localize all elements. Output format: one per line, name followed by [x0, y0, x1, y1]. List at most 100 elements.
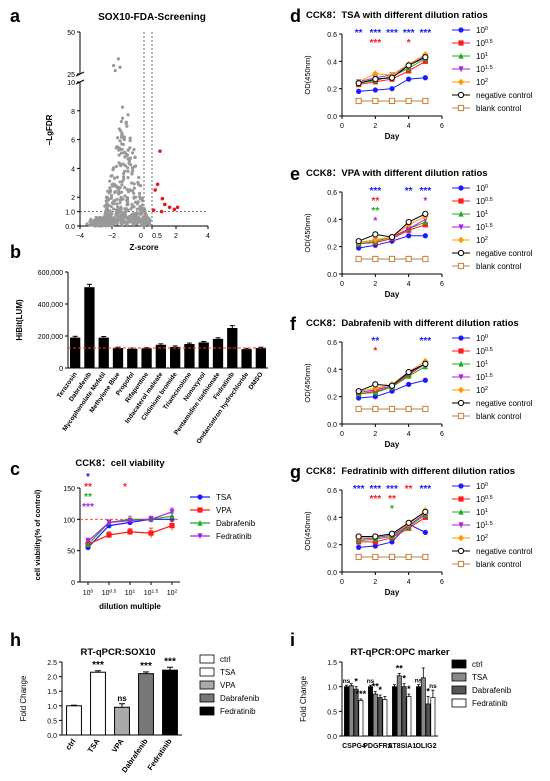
- y-tick-label: 0.4: [327, 59, 337, 66]
- y-tick-label: 1.0: [327, 685, 337, 692]
- legend-label: 101: [476, 508, 488, 517]
- y-tick-label: 0.6: [327, 488, 337, 495]
- data-point: [355, 405, 362, 413]
- data-point: [113, 199, 117, 203]
- legend-label: negative control: [476, 547, 533, 556]
- data-point: [123, 164, 128, 168]
- highlight-point: [155, 182, 160, 187]
- data-point: [147, 220, 151, 224]
- data-point: [388, 255, 396, 263]
- legend-label: 102: [476, 78, 488, 87]
- bar: [162, 669, 178, 736]
- data-point: [422, 405, 429, 413]
- x-tick-label: 0: [340, 281, 344, 288]
- data-point: [388, 405, 396, 413]
- y-tick-label: 10: [67, 80, 75, 87]
- legend-label: 100: [476, 26, 488, 35]
- data-point: [128, 163, 133, 167]
- data-point: [372, 87, 378, 93]
- legend-marker: [458, 40, 464, 46]
- data-point: [120, 147, 124, 151]
- data-point: [405, 368, 412, 376]
- y-tick-label: 0.4: [327, 515, 337, 522]
- data-point: [372, 553, 379, 561]
- bar: [127, 348, 138, 368]
- data-point: [138, 205, 142, 209]
- legend-label: blank control: [476, 412, 522, 421]
- bar: [382, 699, 388, 737]
- data-point: [139, 209, 143, 214]
- data-point: [422, 255, 429, 263]
- x-tick-label: 2: [373, 579, 377, 586]
- data-point: [389, 388, 395, 394]
- bar: [425, 703, 431, 737]
- bar: [66, 705, 82, 736]
- y-tick-label: 4: [71, 166, 75, 173]
- highlight-point: [159, 209, 164, 214]
- data-point: [132, 182, 136, 186]
- x-axis-label: Day: [385, 588, 400, 597]
- legend-label: 100.5: [476, 347, 493, 356]
- significance-mark: ***: [356, 689, 367, 699]
- data-point: [388, 553, 396, 561]
- data-point: [356, 88, 362, 94]
- panel-label-f: f: [290, 314, 297, 334]
- x-tick-label: 0: [340, 579, 344, 586]
- data-point: [126, 113, 130, 117]
- y-tick-label: 1.5: [47, 689, 57, 696]
- legend-label: VPA: [220, 681, 236, 690]
- data-point: [169, 513, 175, 519]
- bar: [396, 675, 402, 737]
- data-point: [105, 207, 110, 211]
- data-point: [355, 97, 362, 105]
- legend-marker: [457, 386, 465, 394]
- bar: [138, 673, 154, 736]
- legend-label: 100: [476, 184, 488, 193]
- data-point: [372, 255, 379, 263]
- data-point: [372, 539, 378, 545]
- legend-swatch: [451, 672, 467, 682]
- data-point: [126, 203, 130, 207]
- legend-label: 100.5: [476, 495, 493, 504]
- data-point: [119, 119, 123, 124]
- legend-label: blank control: [476, 262, 522, 271]
- bar: [401, 686, 407, 737]
- bar: [406, 696, 412, 737]
- significance-mark: *: [354, 677, 358, 687]
- y-tick-label: 50: [67, 30, 75, 37]
- significance-mark: *: [373, 346, 377, 357]
- legend-label: Dabrafenib: [220, 694, 260, 703]
- data-point: [85, 222, 89, 226]
- legend-label: Fedratinib: [472, 699, 508, 708]
- data-point: [405, 519, 412, 526]
- data-point: [132, 148, 136, 152]
- chart-c-viability: CCK8：cell viability 0 50 100 150 100 100.5 101 1…: [33, 458, 256, 611]
- significance-mark: **: [371, 206, 379, 217]
- data-point: [108, 179, 112, 183]
- significance-mark: ***: [369, 494, 381, 505]
- x-tick-label: 6: [440, 579, 444, 586]
- data-point: [140, 199, 145, 203]
- y-tick-label: 0.0: [327, 570, 337, 577]
- y-tick-label: 0.5: [327, 709, 337, 716]
- significance-mark: ns: [367, 678, 375, 685]
- data-point: [120, 183, 124, 187]
- legend-marker: [457, 249, 465, 257]
- legend-marker: [458, 496, 464, 502]
- bar: [392, 686, 397, 737]
- highlight-point: [172, 207, 177, 212]
- x-tick-label: 102: [167, 589, 178, 597]
- legend-marker: [457, 262, 465, 270]
- data-point: [137, 175, 141, 180]
- chart-title: SOX10-FDA-Screening: [98, 12, 206, 23]
- highlight-point: [167, 205, 172, 210]
- chart-title: RT-qPCR:SOX10: [81, 647, 156, 658]
- panel-label-d: d: [290, 6, 301, 26]
- data-point: [389, 539, 395, 545]
- data-point: [133, 200, 138, 204]
- y-tick-label: 0.0: [327, 422, 337, 429]
- data-point: [123, 220, 128, 225]
- data-point: [131, 221, 136, 226]
- legend-label: 100: [476, 482, 488, 491]
- legend-marker: [457, 104, 465, 112]
